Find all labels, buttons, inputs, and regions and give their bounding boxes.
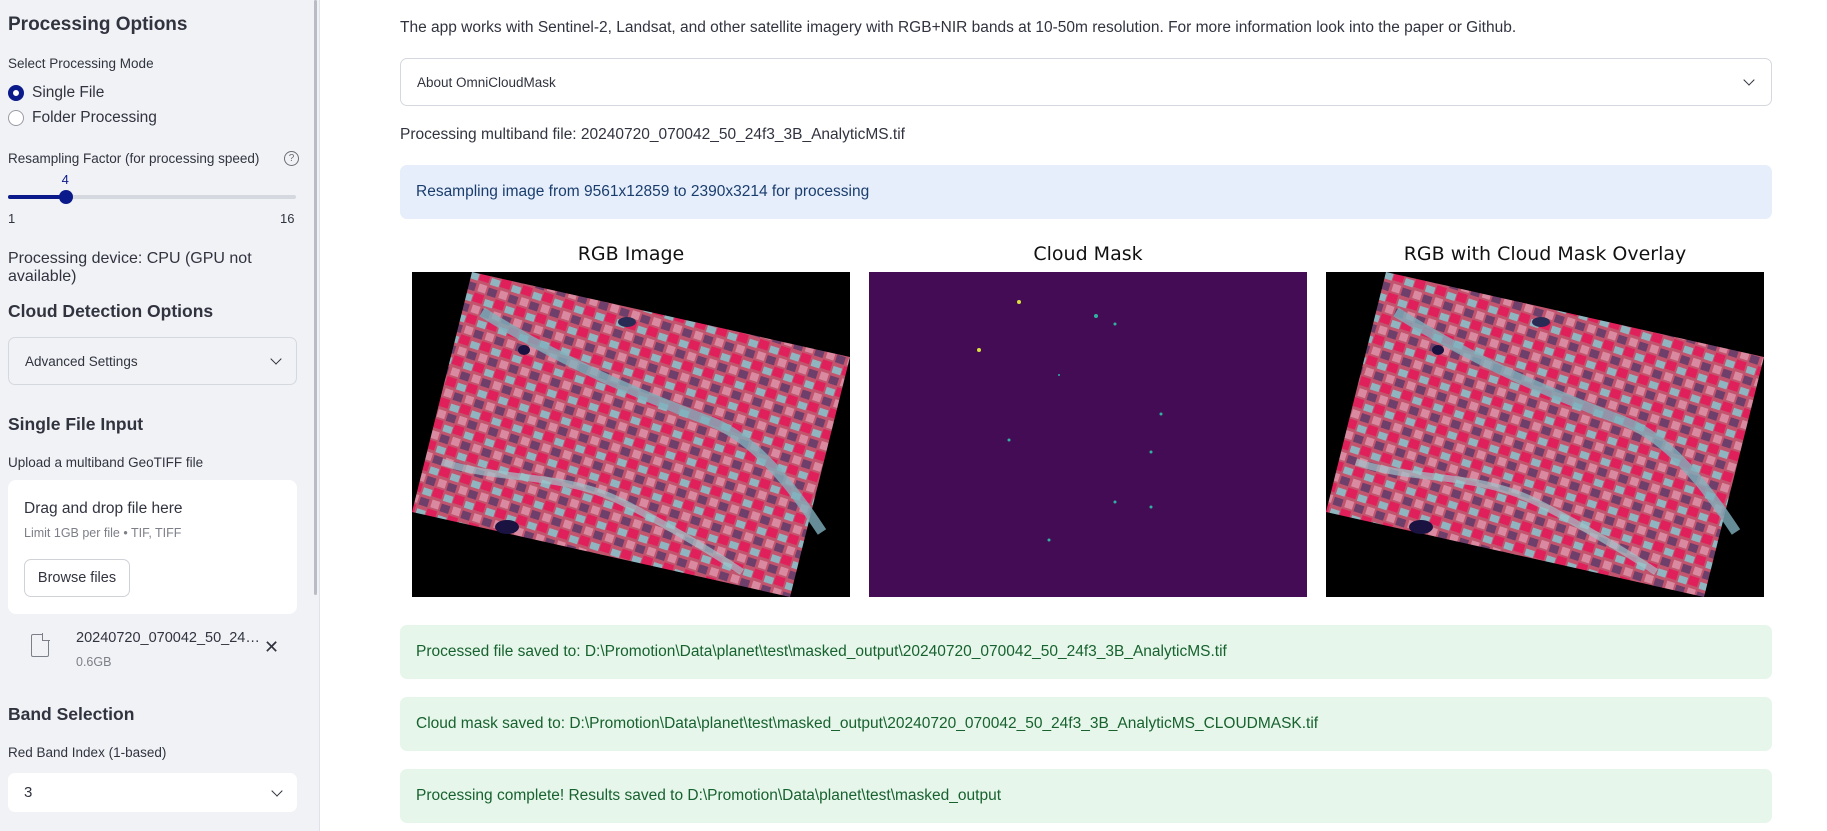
main-content: The app works with Sentinel-2, Landsat, …: [320, 0, 1827, 831]
chevron-down-icon: [1743, 74, 1755, 86]
slider-fill: [8, 195, 66, 199]
slider-min: 1: [8, 211, 16, 226]
red-band-select[interactable]: 3: [8, 773, 297, 812]
help-circle-icon[interactable]: ?: [284, 151, 299, 166]
success-alert-complete: Processing complete! Results saved to D:…: [400, 769, 1772, 823]
slider-thumb[interactable]: [58, 190, 73, 204]
chevron-down-icon: [270, 353, 282, 365]
slider-max: 16: [280, 211, 295, 226]
red-band-label: Red Band Index (1-based): [8, 745, 167, 760]
processing-mode-label: Select Processing Mode: [8, 56, 154, 71]
single-file-input-title: Single File Input: [8, 414, 144, 434]
success-alert-processed: Processed file saved to: D:\Promotion\Da…: [400, 625, 1772, 679]
file-icon: [31, 633, 50, 657]
about-expander[interactable]: About OmniCloudMask: [400, 58, 1772, 106]
radio-unselected-icon: [8, 110, 24, 126]
processing-file-text: Processing multiband file: 20240720_0700…: [400, 126, 905, 143]
sidebar: Processing Options Select Processing Mod…: [0, 0, 320, 831]
cloud-mask-graphic: [977, 300, 1163, 542]
uploaded-file-row: 20240720_070042_50_24f3_3B_AnalyticMS.ti…: [8, 625, 297, 675]
close-icon[interactable]: ✕: [264, 637, 280, 657]
about-label: About OmniCloudMask: [417, 74, 556, 90]
cloud-mask-title: Cloud Mask: [1033, 243, 1143, 265]
uploaded-file-size: 0.6GB: [76, 655, 112, 669]
advanced-settings-label: Advanced Settings: [25, 353, 138, 369]
resampling-factor-label: Resampling Factor (for processing speed): [8, 151, 260, 166]
radio-folder-processing-label: Folder Processing: [32, 109, 157, 126]
success-text-processed: Processed file saved to: D:\Promotion\Da…: [416, 643, 1227, 660]
intro-text: The app works with Sentinel-2, Landsat, …: [400, 19, 1517, 36]
success-text-cloudmask: Cloud mask saved to: D:\Promotion\Data\p…: [416, 715, 1319, 732]
success-alert-cloudmask: Cloud mask saved to: D:\Promotion\Data\p…: [400, 697, 1772, 751]
resampling-info-text: Resampling image from 9561x12859 to 2390…: [416, 183, 870, 200]
overlay-title: RGB with Cloud Mask Overlay: [1403, 243, 1687, 265]
upload-label: Upload a multiband GeoTIFF file: [8, 455, 204, 470]
dropzone-limit: Limit 1GB per file • TIF, TIFF: [24, 526, 182, 540]
resampling-slider[interactable]: [8, 190, 296, 204]
advanced-settings-expander[interactable]: Advanced Settings: [8, 337, 297, 385]
rgb-image: [412, 272, 850, 597]
radio-selected-icon: [8, 85, 24, 101]
uploaded-file-name: 20240720_070042_50_24f3_3B_AnalyticMS.ti…: [76, 630, 260, 646]
processing-device-text: Processing device: CPU (GPU not availabl…: [8, 250, 252, 285]
radio-single-file-label: Single File: [32, 84, 105, 101]
file-dropzone[interactable]: Drag and drop file here Limit 1GB per fi…: [8, 480, 297, 614]
chevron-down-icon: [271, 784, 283, 797]
success-text-complete: Processing complete! Results saved to D:…: [416, 787, 1001, 804]
radio-single-file[interactable]: Single File: [8, 84, 104, 102]
resampling-info-alert: Resampling image from 9561x12859 to 2390…: [400, 165, 1772, 219]
sidebar-scrollbar[interactable]: [314, 0, 317, 595]
dropzone-title: Drag and drop file here: [24, 500, 183, 517]
band-selection-title: Band Selection: [8, 704, 135, 724]
rgb-overlay-image: [1326, 272, 1764, 597]
red-band-value: 3: [24, 784, 33, 801]
cloud-detection-title: Cloud Detection Options: [8, 301, 214, 321]
browse-files-button[interactable]: Browse files: [24, 559, 130, 597]
rgb-image-graphic: [412, 272, 850, 597]
overlay-graphic: [1326, 272, 1764, 597]
cloud-mask-image: [869, 272, 1307, 597]
rgb-image-title: RGB Image: [577, 243, 685, 265]
radio-folder-processing[interactable]: Folder Processing: [8, 109, 157, 127]
processing-options-title: Processing Options: [8, 14, 188, 35]
slider-value: 4: [61, 172, 69, 187]
